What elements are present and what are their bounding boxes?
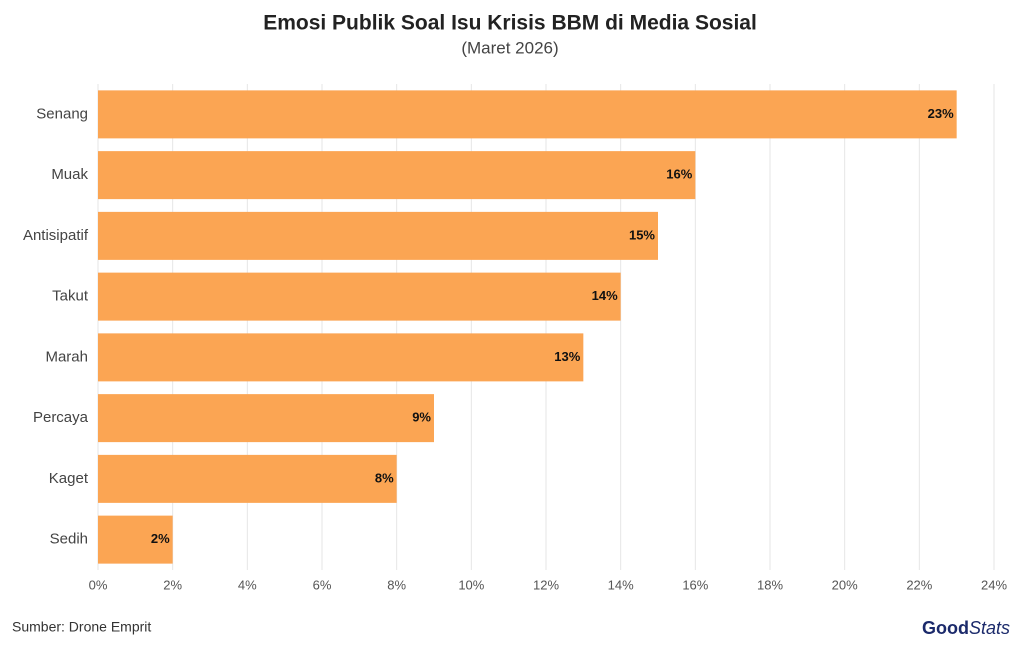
logo-good: Good	[922, 618, 969, 638]
logo-stats: Stats	[969, 618, 1010, 638]
bar	[98, 394, 434, 443]
x-tick-label: 8%	[387, 577, 406, 592]
bar	[98, 454, 397, 503]
bar	[98, 333, 584, 382]
value-label: 15%	[629, 227, 655, 242]
bar	[98, 272, 621, 321]
bar	[98, 151, 696, 200]
logo: GoodStats	[922, 618, 1010, 638]
x-tick-label: 2%	[163, 577, 182, 592]
value-label: 16%	[666, 167, 692, 182]
x-tick-label: 0%	[89, 577, 108, 592]
chart-subtitle: (Maret 2026)	[461, 38, 558, 57]
x-tick-label: 24%	[981, 577, 1007, 592]
x-tick-label: 14%	[608, 577, 634, 592]
source-note: Sumber: Drone Emprit	[12, 619, 151, 635]
x-tick-label: 20%	[832, 577, 858, 592]
y-tick-label: Takut	[52, 288, 89, 305]
bar	[98, 515, 173, 564]
y-tick-label: Senang	[36, 105, 88, 122]
y-tick-label: Kaget	[49, 470, 89, 487]
value-label: 8%	[375, 470, 394, 485]
y-tick-label: Marah	[45, 348, 88, 365]
value-label: 13%	[554, 349, 580, 364]
x-tick-label: 18%	[757, 577, 783, 592]
x-tick-label: 6%	[313, 577, 332, 592]
bar	[98, 90, 957, 139]
x-tick-label: 22%	[906, 577, 932, 592]
y-tick-label: Antisipatif	[23, 227, 89, 244]
y-tick-label: Sedih	[50, 531, 88, 548]
x-tick-label: 16%	[682, 577, 708, 592]
x-tick-label: 10%	[458, 577, 484, 592]
y-tick-label: Muak	[51, 166, 88, 183]
y-tick-label: Percaya	[33, 409, 89, 426]
x-tick-label: 4%	[238, 577, 257, 592]
value-label: 14%	[592, 288, 618, 303]
x-tick-label: 12%	[533, 577, 559, 592]
bar	[98, 211, 658, 260]
chart-title: Emosi Publik Soal Isu Krisis BBM di Medi…	[263, 12, 757, 35]
value-label: 2%	[151, 531, 170, 546]
value-label: 9%	[412, 410, 431, 425]
value-label: 23%	[928, 106, 954, 121]
